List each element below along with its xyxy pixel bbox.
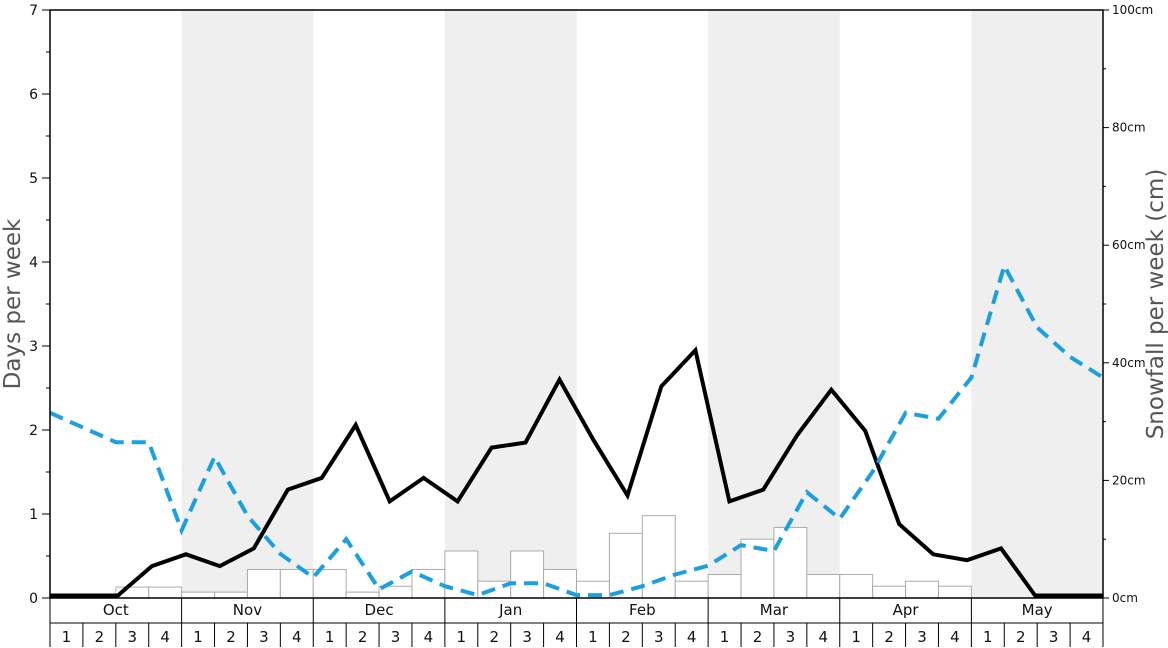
week-label: 3 [654, 628, 664, 646]
month-label: Nov [233, 601, 262, 619]
left-tick-label: 7 [29, 3, 38, 19]
week-label: 2 [884, 628, 894, 646]
week-label: 4 [160, 628, 170, 646]
week-label: 4 [424, 628, 434, 646]
week-label: 3 [391, 628, 401, 646]
bar [905, 580, 939, 599]
month-label: Mar [760, 601, 789, 619]
month-shading [181, 10, 1103, 598]
week-label: 1 [983, 628, 993, 646]
bar [641, 515, 676, 599]
week-label: 1 [588, 628, 598, 646]
bar [214, 591, 248, 599]
week-label: 2 [226, 628, 236, 646]
month-label: Apr [893, 601, 920, 619]
week-label: 4 [687, 628, 697, 646]
week-label: 2 [358, 628, 368, 646]
week-label: 2 [95, 628, 105, 646]
bar [312, 568, 347, 599]
right-tick-label: 40cm [1112, 356, 1146, 370]
bar [148, 586, 183, 599]
left-tick-label: 6 [29, 87, 38, 103]
week-label: 2 [753, 628, 763, 646]
week-label: 1 [193, 628, 203, 646]
bar [674, 580, 709, 599]
line-series [49, 260, 1105, 598]
days-line [50, 346, 1103, 598]
left-tick-label: 5 [29, 171, 38, 187]
week-label: 2 [621, 628, 631, 646]
right-axis-title: Snowfall per week (cm) [1143, 169, 1168, 440]
bar [872, 585, 907, 599]
week-label: 3 [127, 628, 137, 646]
bar [806, 573, 841, 599]
month-shade-may [971, 10, 1103, 598]
month-label: Dec [365, 601, 394, 619]
week-label: 1 [325, 628, 335, 646]
week-label: 4 [1082, 628, 1092, 646]
week-label: 1 [457, 628, 467, 646]
x-axis: Oct 1 2 3 4 Nov 1 2 3 4 Dec 1 2 3 4 Jan 1 2 3 4 Feb 1 2 3 4 Mar 1 2… [49, 598, 1104, 647]
bar [181, 591, 216, 599]
bar [345, 591, 380, 599]
left-tick-label: 4 [29, 255, 38, 271]
month-label: Oct [103, 601, 129, 619]
month-label: Feb [629, 601, 656, 619]
week-label: 4 [819, 628, 829, 646]
left-tick-label: 1 [29, 507, 38, 523]
month-shade-nov [181, 10, 314, 598]
month-shade-jan [444, 10, 577, 598]
right-axis: 0cm 20cm 40cm 60cm 80cm 100cm [1103, 3, 1153, 605]
snowfall-line [49, 260, 1105, 598]
week-label: 2 [1016, 628, 1026, 646]
left-axis: 0 1 2 3 4 5 6 7 [29, 3, 50, 607]
right-tick-label: 100cm [1112, 3, 1153, 17]
month-label: May [1022, 601, 1053, 619]
bar [839, 573, 874, 599]
week-label: 1 [62, 628, 72, 646]
week-label: 1 [720, 628, 730, 646]
right-tick-label: 0cm [1112, 591, 1138, 605]
bar [740, 538, 775, 599]
week-label: 2 [489, 628, 499, 646]
right-tick-label: 60cm [1112, 238, 1146, 252]
week-label: 1 [851, 628, 861, 646]
week-label: 4 [950, 628, 960, 646]
week-label: 3 [917, 628, 927, 646]
bar [707, 573, 742, 599]
week-label: 4 [292, 628, 302, 646]
left-tick-label: 2 [29, 423, 38, 439]
week-label: 3 [522, 628, 532, 646]
left-tick-label: 3 [29, 339, 38, 355]
right-tick-label: 20cm [1112, 473, 1146, 487]
bar [411, 568, 446, 599]
week-label: 3 [786, 628, 796, 646]
right-tick-label: 80cm [1112, 121, 1146, 135]
left-tick-label: 0 [29, 591, 38, 607]
bar [246, 568, 281, 599]
left-axis-title: Days per week [0, 218, 26, 389]
week-label: 3 [1049, 628, 1059, 646]
week-label: 4 [555, 628, 565, 646]
month-shade-mar [708, 10, 840, 598]
bar [937, 585, 972, 599]
month-label: Jan [498, 601, 522, 619]
week-label: 3 [259, 628, 269, 646]
bar [510, 550, 545, 599]
